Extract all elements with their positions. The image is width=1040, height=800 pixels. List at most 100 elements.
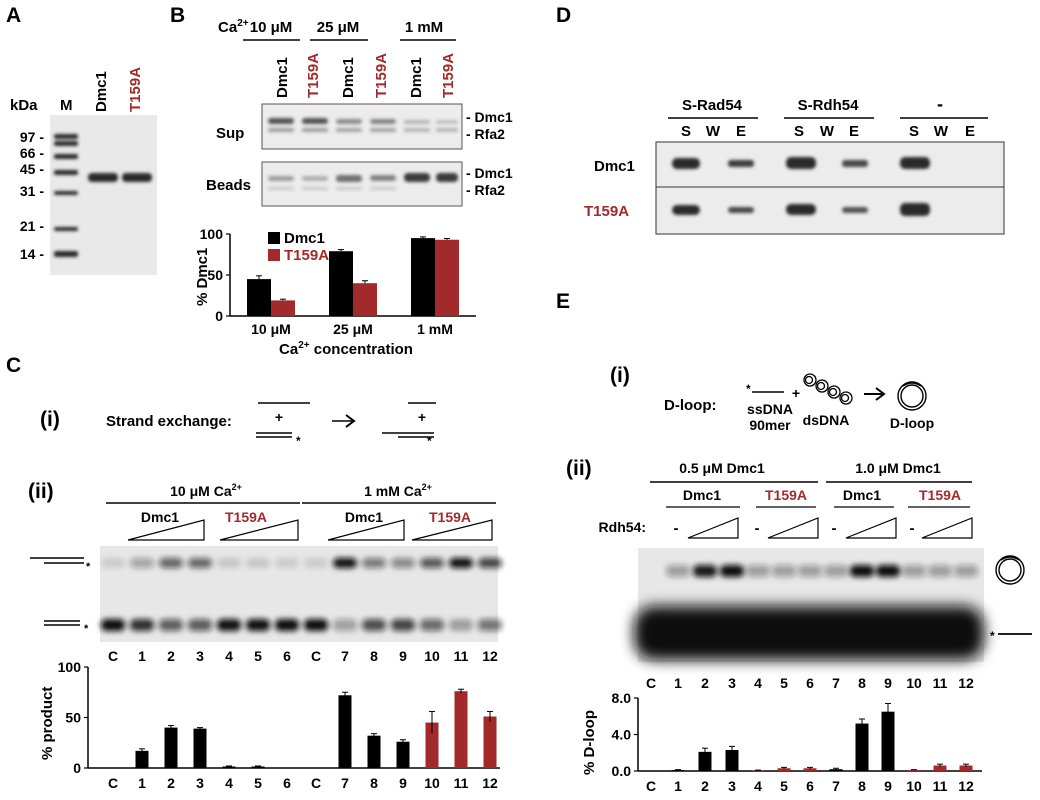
- chart-c-xtick-label: 4: [225, 775, 233, 791]
- sup-blot: [261, 103, 463, 150]
- chart-b-ylabel: % Dmc1: [194, 248, 211, 306]
- b-lane-t159a-2: T159A: [373, 53, 390, 98]
- d-lane-w-2: W: [820, 123, 835, 140]
- e-minus-3: -: [832, 520, 837, 537]
- chart-e: % D-loop 0.04.08.0C 1 2 3 4 5 6 7 8 9 10 11 12: [581, 690, 982, 794]
- chart-e-bar: [803, 768, 817, 771]
- d-group-none: -: [937, 94, 943, 114]
- c-plus-2: +: [418, 409, 426, 425]
- e-protein-dmc1-1: Dmc1: [683, 487, 721, 503]
- c-product-band: [159, 558, 183, 568]
- c-product-band: [217, 558, 241, 568]
- ssdna-length: 90mer: [749, 417, 791, 433]
- e-lane-number: 4: [754, 675, 762, 691]
- panel-d: D S-Rad54 S-Rdh54 - S W E S W E S W E Dm…: [556, 4, 1005, 235]
- chart-c-bar: [164, 727, 178, 768]
- conc-10um: 10 μM: [250, 19, 293, 36]
- chart-c-xtick-label: 11: [454, 775, 469, 791]
- e-dloop-band: [850, 565, 874, 577]
- c-lane-number: C: [108, 648, 118, 664]
- chart-c-bar: [454, 691, 468, 768]
- c-lane-number: 12: [482, 648, 498, 664]
- c-wedge-4: [411, 519, 493, 541]
- chart-e-bar: [933, 765, 947, 771]
- legend-swatch-dmc1: [268, 232, 280, 244]
- c-star-2: *: [427, 434, 432, 448]
- chart-b-xlabel: Ca2+ concentration: [279, 340, 413, 358]
- e-lane-number: 11: [933, 675, 948, 691]
- chart-e-xtick-label: 6: [806, 778, 814, 794]
- e-wedge-1: [687, 517, 739, 539]
- chart-e-xtick-label: 5: [780, 778, 788, 794]
- c-protein-t159a-2: T159A: [429, 509, 471, 525]
- e-minus-2: -: [755, 520, 760, 537]
- marker-bands: [54, 134, 78, 257]
- chart-e-bar: [777, 768, 791, 771]
- b-lane-t159a-3: T159A: [440, 53, 457, 98]
- e-lane-number: 9: [884, 675, 892, 691]
- e-gel-bands: [666, 565, 978, 577]
- beads-bands: [268, 173, 458, 190]
- c-product-band: [188, 558, 212, 568]
- c-wedge-3: [327, 519, 405, 541]
- c-group-10um: 10 μM Ca2+: [170, 482, 242, 499]
- chart-b-bar: [411, 238, 435, 316]
- dloop-label: D-loop: [890, 415, 934, 431]
- chart-c-xtick-label: C: [311, 775, 321, 791]
- mw-ticks: 97 - 66 - 45 - 31 - 21 - 14 -: [20, 129, 44, 262]
- e-dloop-band: [876, 565, 900, 577]
- e-dloop-band: [928, 565, 952, 577]
- c-lane-number: 1: [138, 648, 146, 664]
- panel-letter-e: E: [556, 290, 570, 313]
- sup-band-rfa2: - Rfa2: [466, 126, 505, 142]
- chart-c-xtick-label: 12: [482, 775, 498, 791]
- chart-c-xtick-label: 5: [254, 775, 262, 791]
- chart-e-ytick-label: 4.0: [612, 727, 632, 743]
- sup-label: Sup: [216, 125, 244, 142]
- sup-band-dmc1: - Dmc1: [466, 109, 513, 125]
- e-ssdna-star: *: [990, 629, 995, 643]
- chart-e-xtick-label: 9: [884, 778, 892, 794]
- panel-c: C (i) Strand exchange: + + * * (ii) 10 μ…: [6, 354, 502, 791]
- chart-e-xtick-label: 12: [958, 778, 974, 794]
- c-product-band: [275, 558, 299, 568]
- chart-c-bar: [338, 695, 352, 768]
- b-lane-labels: Dmc1 T159A Dmc1 T159A Dmc1 T159A: [274, 53, 457, 98]
- c-lane-number: 11: [454, 648, 469, 664]
- chart-c-xtick-label: 8: [370, 775, 378, 791]
- c-substrate-band: [420, 619, 444, 631]
- e-dloop-band: [824, 565, 848, 577]
- chart-c-ylabel: % product: [39, 687, 56, 760]
- b-lane-dmc1-3: Dmc1: [408, 57, 425, 98]
- chart-e-ylabel: % D-loop: [581, 710, 598, 775]
- c-plus-1: +: [275, 409, 283, 425]
- chart-e-xtick-label: 10: [906, 778, 922, 794]
- rdh54-label: Rdh54:: [599, 519, 646, 535]
- c-substrate-band: [362, 619, 386, 631]
- dsdna-supercoil-icon: [803, 373, 853, 405]
- legend-swatch-t159a: [268, 249, 280, 261]
- c-product-band: [101, 558, 125, 568]
- chart-e-bar: [881, 711, 895, 771]
- c-protein-t159a-1: T159A: [225, 509, 267, 525]
- e-lane-number: 3: [728, 675, 736, 691]
- panel-letter-d: D: [556, 4, 571, 27]
- c-ii-label: (ii): [28, 480, 54, 503]
- e-lane-number: C: [646, 675, 656, 691]
- chart-c-xtick-label: 9: [399, 775, 407, 791]
- chart-e-xtick-label: 4: [754, 778, 762, 794]
- d-lane-w-3: W: [934, 123, 949, 140]
- panel-letter-b: B: [170, 4, 185, 27]
- lane-label-dmc1: Dmc1: [93, 71, 110, 112]
- c-lane-number: C: [311, 648, 321, 664]
- c-substrate-band: [333, 619, 357, 631]
- d-lane-e-2: E: [849, 123, 859, 140]
- c-lane-number: 2: [167, 648, 175, 664]
- chart-c-xtick-label: C: [108, 775, 118, 791]
- c-lane-number: 4: [225, 648, 233, 664]
- band-dmc1: [88, 173, 118, 182]
- c-protein-dmc1-1: Dmc1: [141, 509, 179, 525]
- e-lane-number: 1: [674, 675, 682, 691]
- c-product-star: *: [86, 561, 91, 573]
